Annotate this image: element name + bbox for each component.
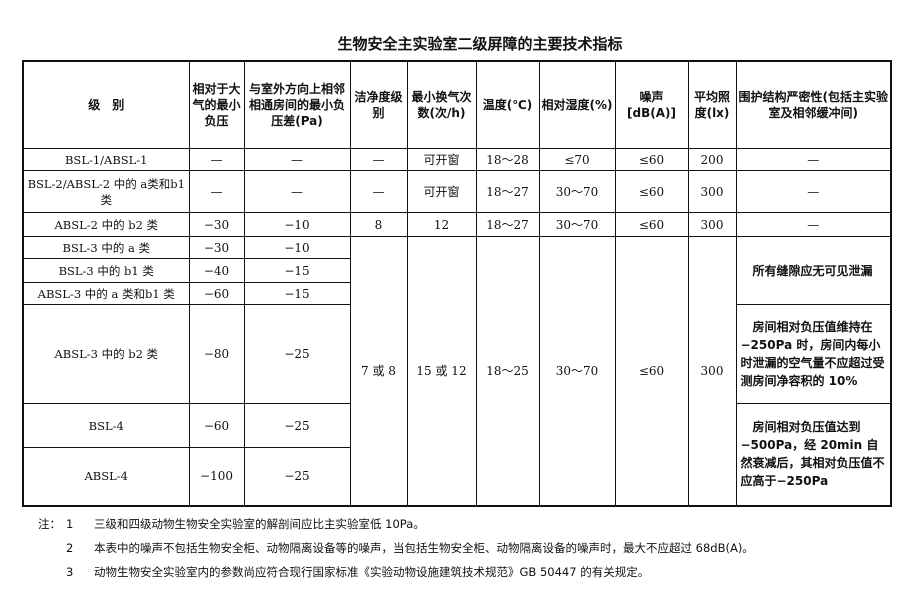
cell: 可开窗 <box>406 170 477 213</box>
cell: 18～28 <box>475 148 540 171</box>
cell-level: ABSL-3 中的 b2 类 <box>22 304 190 404</box>
cell: −25 <box>243 403 351 448</box>
cell: ≤70 <box>538 148 616 171</box>
footnote-number: 2 <box>66 541 74 555</box>
cell: — <box>349 148 408 171</box>
cell: −60 <box>188 403 245 448</box>
cell: — <box>188 170 245 213</box>
cell: −10 <box>243 212 351 237</box>
cell: — <box>735 212 892 237</box>
cell: −60 <box>188 282 245 305</box>
cell: ≤60 <box>614 212 689 237</box>
merged-humidity: 30～70 <box>538 236 616 506</box>
cell: 18～27 <box>475 170 540 213</box>
cell-level: BSL-3 中的 a 类 <box>22 236 190 259</box>
cell: 12 <box>406 212 477 237</box>
cell: −30 <box>188 212 245 237</box>
merged-cleanliness: 7 或 8 <box>349 236 408 506</box>
footnote: 3 动物生物安全实验室内的参数尚应符合现行国家标准《实验动物设施建筑技术规范》GB… <box>38 560 754 584</box>
footnote-text: 本表中的噪声不包括生物安全柜、动物隔离设备等的噪声，当包括生物安全柜、动物隔离设… <box>94 541 754 555</box>
cell: −40 <box>188 258 245 283</box>
cell: −10 <box>243 236 351 259</box>
table-row: ABSL-3 中的 b2 类 −80 −25 房间相对负压值维持在−250Pa … <box>22 304 892 404</box>
table-title: 生物安全主实验室二级屏障的主要技术指标 <box>337 35 623 53</box>
cell: 可开窗 <box>406 148 477 171</box>
cell: — <box>735 148 892 171</box>
cell-level: BSL-2/ABSL-2 中的 a类和b1类 <box>22 170 190 213</box>
cell: −15 <box>243 258 351 283</box>
cell-level: ABSL-4 <box>22 447 190 506</box>
table-row: BSL-3 中的 a 类 −30 −10 7 或 8 15 或 12 18～25… <box>22 236 892 506</box>
cell: — <box>349 170 408 213</box>
table-row: BSL-3 中的 b1 类 −40 −15 <box>22 258 891 283</box>
header-cleanliness: 洁净度级别 <box>349 60 408 149</box>
cell: 30～70 <box>538 212 616 237</box>
cell-level: ABSL-2 中的 b2 类 <box>22 212 190 237</box>
seal-note: 房间相对负压值达到 −500Pa，经 20min 自然衰减后，其相对负压值不应高… <box>735 403 892 506</box>
cell: −80 <box>188 304 245 404</box>
cell-level: BSL-1/ABSL-1 <box>22 148 190 171</box>
header-temperature: 温度(℃) <box>475 60 540 149</box>
seal-note: 房间相对负压值维持在−250Pa 时，房间内每小时泄漏的空气量不应超过受测房间净… <box>735 304 892 404</box>
cell: — <box>243 170 351 213</box>
footnote-number: 1 <box>66 517 74 531</box>
cell: — <box>188 148 245 171</box>
cell: 18～27 <box>475 212 540 237</box>
cell: — <box>243 148 351 171</box>
footnote: 2 本表中的噪声不包括生物安全柜、动物隔离设备等的噪声，当包括生物安全柜、动物隔离… <box>38 536 754 560</box>
cell-level: BSL-4 <box>22 403 190 448</box>
header-noise: 噪声[dB(A)] <box>614 60 689 149</box>
cell: −25 <box>243 304 351 404</box>
footnote: 注： 1 三级和四级动物生物安全实验室的解剖间应比主实验室低 10Pa。 <box>38 512 754 536</box>
header-pressure-diff: 与室外方向上相邻相通房间的最小负压差(Pa) <box>243 60 351 149</box>
merged-illuminance: 300 <box>687 236 737 506</box>
barrier-spec-table: 级 别 相对于大气的最小负压 与室外方向上相邻相通房间的最小负压差(Pa) 洁净… <box>22 60 892 507</box>
header-humidity: 相对湿度(%) <box>538 60 616 149</box>
footnote-number: 3 <box>66 565 74 579</box>
cell: 300 <box>687 212 737 237</box>
cell: ≤60 <box>614 170 689 213</box>
table-row: ABSL-4 −100 −25 <box>22 447 891 506</box>
header-air-changes: 最小换气次数(次/h) <box>406 60 477 149</box>
merged-air-changes: 15 或 12 <box>406 236 477 506</box>
cell: 300 <box>687 170 737 213</box>
footnote-prefix: 注： <box>38 517 61 531</box>
footnote-text: 动物生物安全实验室内的参数尚应符合现行国家标准《实验动物设施建筑技术规范》GB … <box>94 565 650 579</box>
seal-note: 所有缝隙应无可见泄漏 <box>735 236 892 305</box>
cell: 30～70 <box>538 170 616 213</box>
cell: ≤60 <box>614 148 689 171</box>
table-row: BSL-2/ABSL-2 中的 a类和b1类 — — — 可开窗 18～27 3… <box>22 170 892 213</box>
cell-level: ABSL-3 中的 a 类和b1 类 <box>22 282 190 305</box>
cell: 200 <box>687 148 737 171</box>
table-row: ABSL-2 中的 b2 类 −30 −10 8 12 18～27 30～70 … <box>22 212 892 237</box>
merged-noise: ≤60 <box>614 236 689 506</box>
merged-temperature: 18～25 <box>475 236 540 506</box>
cell: 8 <box>349 212 408 237</box>
cell-level: BSL-3 中的 b1 类 <box>22 258 190 283</box>
cell: −15 <box>243 282 351 305</box>
footnotes: 注： 1 三级和四级动物生物安全实验室的解剖间应比主实验室低 10Pa。 2 本表中的… <box>38 512 754 584</box>
footnote-text: 三级和四级动物生物安全实验室的解剖间应比主实验室低 10Pa。 <box>94 517 425 531</box>
table-row: ABSL-3 中的 a 类和b1 类 −60 −15 <box>22 282 891 305</box>
header-row: 级 别 相对于大气的最小负压 与室外方向上相邻相通房间的最小负压差(Pa) 洁净… <box>22 60 892 149</box>
table-row: BSL-4 −60 −25 房间相对负压值达到 −500Pa，经 20min 自… <box>22 403 892 506</box>
header-min-pressure: 相对于大气的最小负压 <box>188 60 245 149</box>
header-level: 级 别 <box>22 60 190 149</box>
header-illuminance: 平均照度(lx) <box>687 60 737 149</box>
cell: — <box>735 170 892 213</box>
cell: −25 <box>243 447 351 506</box>
table-row: BSL-1/ABSL-1 — — — 可开窗 18～28 ≤70 ≤60 200… <box>22 148 892 171</box>
cell: −100 <box>188 447 245 506</box>
header-sealing: 围护结构严密性(包括主实验室及相邻缓冲间) <box>735 60 892 149</box>
cell: −30 <box>188 236 245 259</box>
